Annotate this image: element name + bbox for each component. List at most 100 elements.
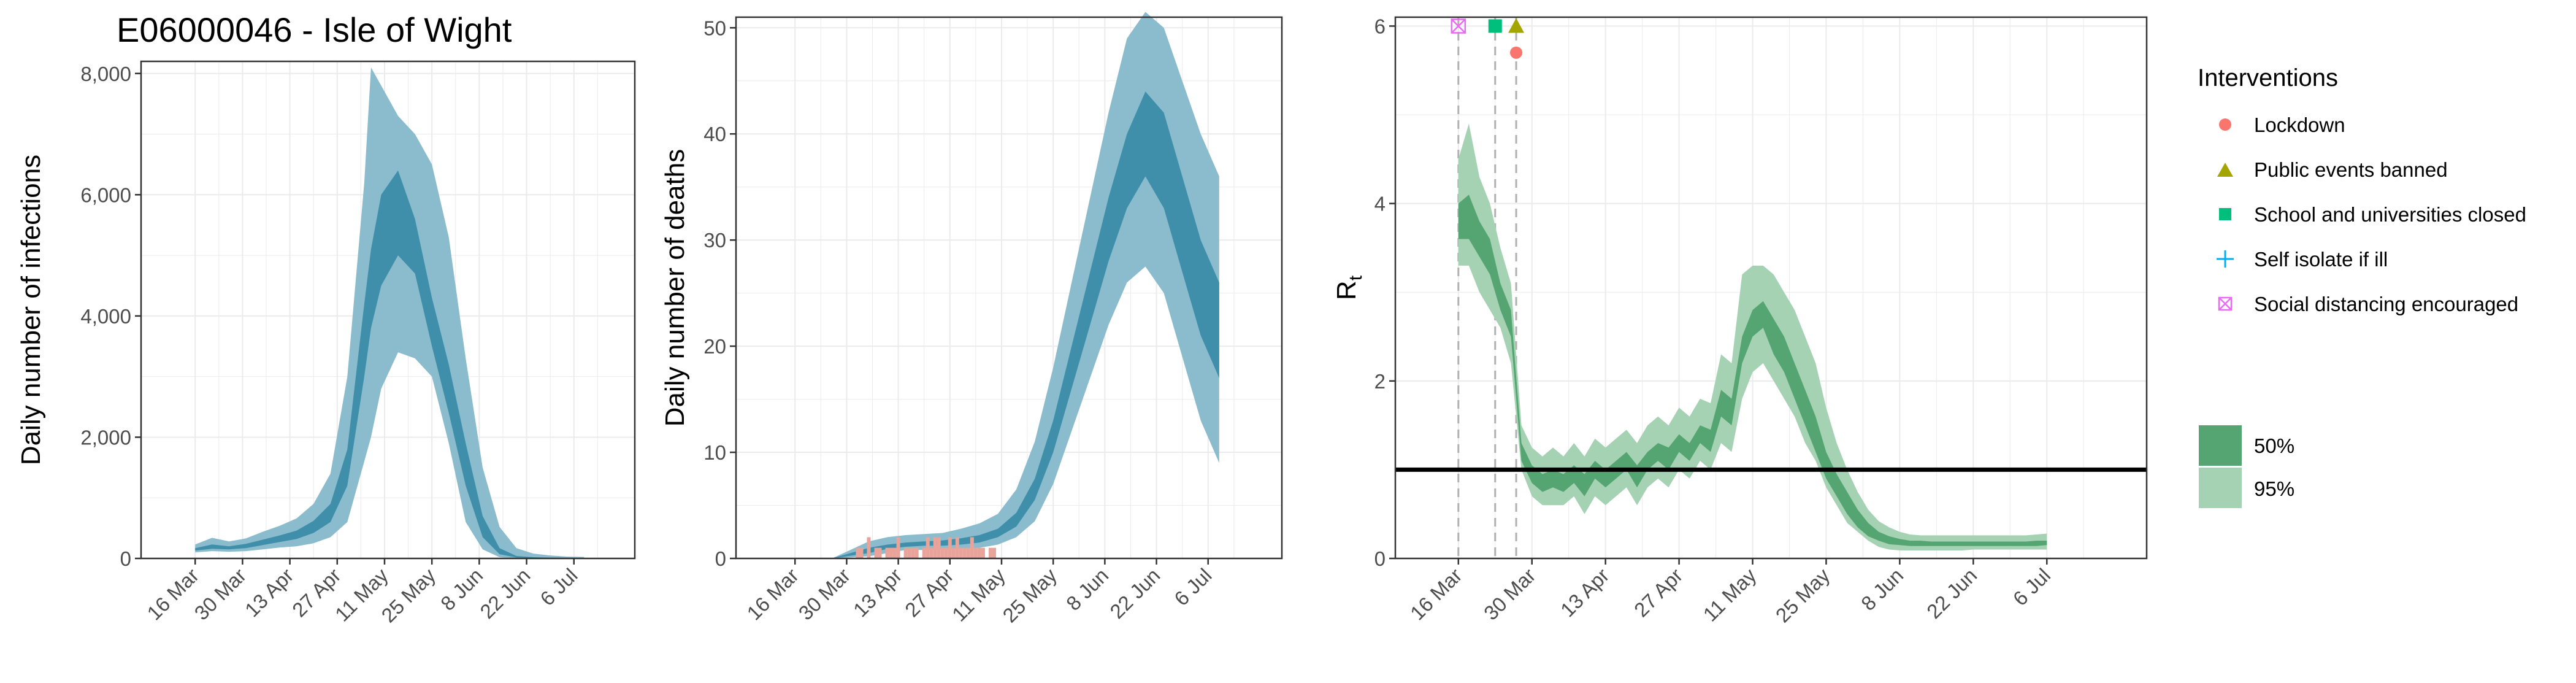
x-tick-label: 27 Apr [1630, 564, 1687, 622]
legend-item-label: Self isolate if ill [2254, 248, 2388, 271]
x-tick-label: 8 Jun [1857, 564, 1907, 615]
observed-death-bar [885, 547, 889, 558]
public-events-marker-icon [2217, 163, 2233, 177]
legend-band-50: 50% [2199, 425, 2294, 466]
x-tick-label: 13 Apr [1556, 564, 1614, 622]
observed-death-bar [940, 547, 945, 558]
legend-item-label: Lockdown [2254, 114, 2345, 136]
x-tick-label: 13 Apr [240, 564, 298, 622]
y-tick-label: 0 [715, 547, 726, 570]
y-axis-title: Daily number of infections [16, 155, 46, 465]
legend-title: Interventions [2198, 64, 2338, 91]
plot-frame [735, 16, 1283, 560]
legend-item-label: Public events banned [2254, 158, 2448, 181]
y-tick-label: 20 [703, 335, 726, 358]
figure-title: E06000046 - Isle of Wight [117, 10, 512, 49]
x-tick-label: 25 May [1771, 563, 1834, 627]
x-tick-label: 16 Mar [142, 564, 203, 625]
observed-death-bar [859, 547, 864, 558]
legend-band-label: 50% [2254, 434, 2294, 457]
x-tick-label: 22 Jun [1105, 564, 1164, 623]
x-tick-label: 27 Apr [900, 564, 958, 622]
y-tick-label: 40 [703, 123, 726, 145]
legend-item-label: Social distancing encouraged [2254, 293, 2518, 315]
observed-death-bar [948, 537, 952, 558]
observed-death-bar [922, 547, 926, 558]
y-tick-label: 2,000 [80, 426, 131, 449]
x-tick-label: 30 Mar [794, 564, 855, 625]
lockdown-marker-icon [2219, 118, 2231, 131]
observed-death-bar [955, 537, 959, 558]
observed-death-bar [944, 547, 948, 558]
legend-band-95: 95% [2199, 468, 2294, 508]
observed-death-bar [926, 537, 930, 558]
ci-95-band [795, 12, 1219, 558]
y-axis-title: Rt [1332, 275, 1366, 300]
observed-death-bar [911, 547, 915, 558]
legend-item-schools-closed: School and universities closed [2219, 203, 2526, 226]
legend-band-label: 95% [2254, 477, 2294, 500]
observed-death-bar [892, 547, 897, 558]
legend-item-lockdown: Lockdown [2219, 114, 2345, 136]
legend-item-public-events-banned: Public events banned [2217, 158, 2448, 181]
y-tick-label: 30 [703, 229, 726, 252]
x-tick-label: 22 Jun [475, 564, 534, 623]
lockdown-marker [1510, 46, 1523, 59]
plot-frame [140, 60, 636, 560]
observed-death-bar [867, 537, 871, 558]
y-tick-label: 4,000 [80, 305, 131, 328]
observed-death-bar [889, 547, 893, 558]
legend: Interventions Lockdown Public events ban… [2198, 64, 2526, 508]
rt-panel: 0 2 4 6 16 Mar 30 Mar 13 Apr 27 Apr 11 May 25 May… [1332, 15, 2148, 627]
observed-death-bar [973, 547, 978, 558]
x-tick-label: 30 Mar [1479, 564, 1540, 625]
legend-item-label: School and universities closed [2254, 203, 2526, 226]
observed-death-bar [962, 547, 967, 558]
y-tick-label: 6 [1374, 15, 1386, 37]
observed-death-bar [959, 547, 963, 558]
observed-death-bar [903, 547, 908, 558]
ci-50-band [195, 170, 585, 558]
ci-95-band [1458, 123, 2047, 550]
observed-death-bar [874, 547, 878, 558]
observed-death-bar [914, 547, 919, 558]
band-95-swatch [2199, 468, 2242, 508]
observed-death-bar [992, 547, 996, 558]
x-tick-label: 25 May [998, 563, 1061, 627]
observed-death-bar [951, 547, 956, 558]
public-events-marker [1508, 18, 1525, 33]
schools-closed-marker [1488, 19, 1502, 33]
observed-death-bar [966, 547, 970, 558]
observed-death-bar [929, 547, 933, 558]
y-tick-label: 0 [120, 547, 131, 570]
observed-death-bar [896, 537, 900, 558]
x-tick-label: 22 Jun [1922, 564, 1981, 623]
self-isolate-marker-icon [2217, 250, 2234, 268]
observed-death-bar [977, 547, 981, 558]
observed-death-bar [907, 547, 911, 558]
y-tick-label: 10 [703, 441, 726, 464]
social-distancing-marker-icon [2218, 296, 2233, 311]
x-tick-label: 25 May [377, 563, 440, 627]
x-tick-label: 6 Jul [1170, 564, 1216, 610]
y-tick-label: 0 [1374, 547, 1386, 570]
observed-death-bar [970, 537, 974, 558]
observed-death-bar [856, 547, 860, 558]
band-50-swatch [2199, 425, 2242, 466]
y-axis-title-subscript: t [1346, 275, 1366, 280]
social-distancing-marker [1451, 18, 1466, 34]
y-tick-label: 8,000 [80, 63, 131, 85]
y-tick-label: 4 [1374, 193, 1386, 215]
plot-frame [1394, 16, 2148, 560]
legend-item-self-isolate: Self isolate if ill [2217, 248, 2388, 271]
x-tick-label: 13 Apr [849, 564, 907, 622]
legend-item-social-distancing: Social distancing encouraged [2218, 293, 2518, 315]
x-tick-label: 6 Jul [535, 564, 581, 610]
x-tick-label: 16 Mar [1406, 564, 1466, 625]
schools-marker-icon [2219, 208, 2231, 220]
observed-death-bar [988, 547, 992, 558]
observed-death-bar [933, 537, 937, 558]
